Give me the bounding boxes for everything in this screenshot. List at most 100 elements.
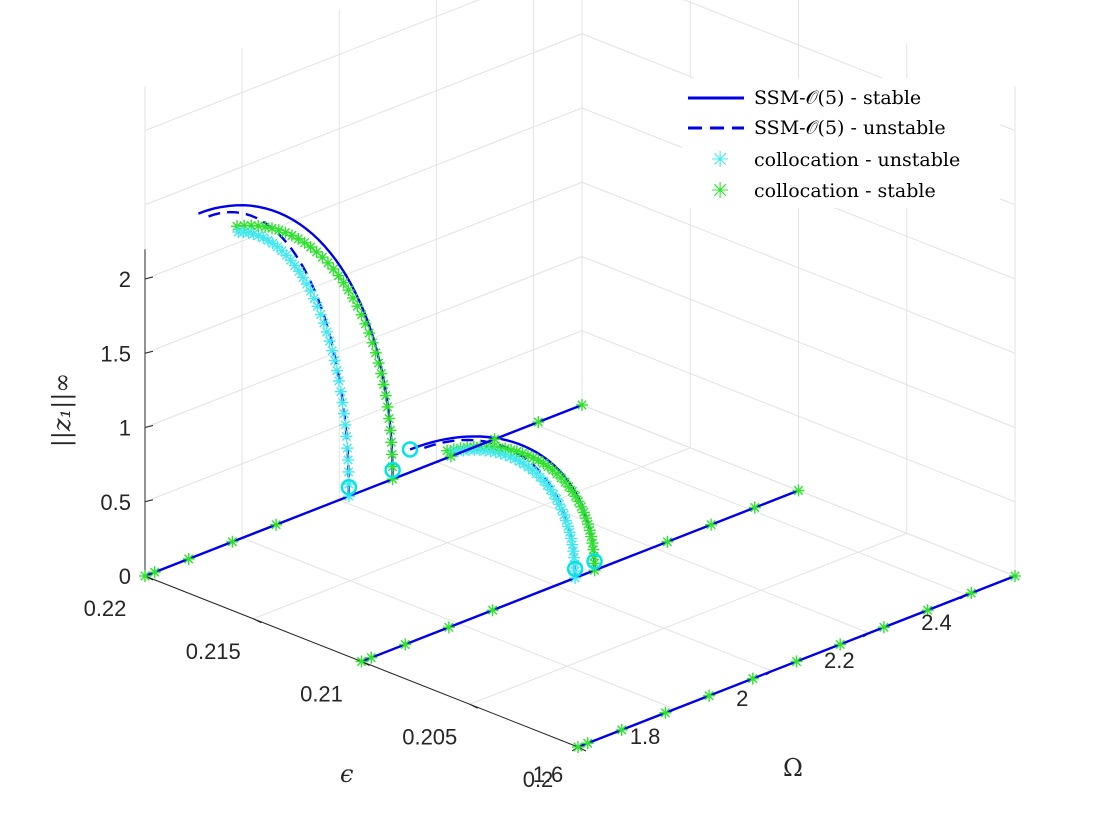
star-marker-stroke bbox=[567, 486, 577, 496]
collocation-baseline-marker bbox=[532, 416, 545, 429]
collocation-stable-marker bbox=[351, 300, 364, 313]
star-marker-stroke bbox=[543, 461, 553, 472]
collocation-stable-marker bbox=[298, 236, 311, 249]
legend-entry-collocation-unstable: ✳ collocation - unstable bbox=[711, 148, 960, 173]
collocation-baseline-marker bbox=[746, 672, 759, 685]
collocation-stable-marker bbox=[383, 412, 396, 425]
star-marker-stroke bbox=[348, 293, 358, 303]
star-marker-stroke bbox=[373, 358, 384, 368]
star-marker-stroke bbox=[387, 449, 397, 460]
collocation-baseline-marker bbox=[921, 604, 934, 617]
collocation-unstable-marker bbox=[271, 240, 284, 253]
star-marker-stroke bbox=[294, 266, 304, 276]
star-marker-stroke bbox=[263, 235, 273, 245]
star-marker-stroke bbox=[793, 485, 804, 496]
z-tick bbox=[144, 499, 154, 503]
star-marker-stroke bbox=[356, 656, 367, 667]
star-marker-stroke bbox=[150, 567, 160, 577]
star-marker-stroke bbox=[706, 520, 716, 530]
grid-line bbox=[144, 256, 583, 428]
star-marker-stroke bbox=[285, 255, 296, 265]
star-marker-stroke bbox=[364, 328, 374, 338]
star-marker-stroke bbox=[309, 293, 319, 304]
legend-label: collocation - unstable bbox=[754, 149, 960, 171]
collocation-unstable-marker bbox=[340, 430, 353, 443]
star-marker-stroke bbox=[400, 639, 410, 650]
star-marker-stroke bbox=[367, 338, 378, 348]
grid-line bbox=[469, 532, 907, 705]
star-marker-stroke bbox=[554, 499, 564, 509]
star-marker-stroke bbox=[366, 653, 376, 663]
z-tick-label: 1.5 bbox=[100, 341, 131, 366]
collocation-unstable-marker bbox=[342, 465, 355, 478]
x-tick-label: 2.2 bbox=[824, 648, 855, 673]
collocation-unstable-marker bbox=[266, 237, 279, 250]
collocation-baseline-marker bbox=[399, 638, 412, 651]
collocation-baseline-marker bbox=[790, 655, 803, 668]
bifurcation-point-marker bbox=[566, 560, 584, 578]
star-marker-stroke bbox=[922, 605, 933, 615]
star-marker-stroke bbox=[248, 229, 259, 239]
grid-line bbox=[581, 256, 1016, 428]
collocation-stable-marker bbox=[377, 378, 390, 391]
star-marker-stroke bbox=[561, 515, 571, 526]
collocation-stable-marker bbox=[363, 327, 376, 340]
star-marker-stroke bbox=[570, 491, 581, 501]
ssm-unstable-branch bbox=[419, 438, 577, 578]
collocation-baseline-marker bbox=[1009, 570, 1021, 582]
bifurcation-point-marker bbox=[586, 553, 603, 570]
collocation-unstable-marker bbox=[330, 364, 343, 377]
collocation-stable-marker bbox=[230, 220, 243, 233]
star-marker-stroke bbox=[528, 453, 538, 463]
star-marker-stroke bbox=[446, 451, 456, 461]
collocation-unstable-marker bbox=[311, 300, 324, 313]
star-marker-stroke bbox=[305, 286, 316, 296]
grid-line bbox=[581, 181, 1016, 354]
collocation-baseline-marker bbox=[270, 518, 283, 531]
y-tick bbox=[469, 703, 478, 709]
collocation-stable-marker bbox=[381, 400, 394, 413]
star-marker-stroke bbox=[583, 738, 593, 748]
star-marker-stroke bbox=[523, 462, 534, 472]
legend-label: collocation - stable bbox=[754, 180, 936, 202]
star-marker-stroke bbox=[316, 309, 326, 320]
star-marker-stroke bbox=[583, 519, 593, 529]
star-marker-stroke bbox=[333, 270, 344, 281]
z-tick bbox=[144, 276, 154, 280]
star-marker-stroke bbox=[485, 446, 496, 456]
y-tick-label: 0.205 bbox=[402, 724, 457, 749]
star-marker-stroke bbox=[232, 221, 242, 231]
collocation-baseline-marker bbox=[705, 518, 718, 531]
star-marker-stroke bbox=[299, 238, 310, 248]
z-tick bbox=[144, 350, 154, 354]
legend-label: SSM-𝒪(5) - unstable bbox=[754, 117, 946, 139]
collocation-stable-marker bbox=[385, 436, 398, 449]
collocation-baseline-marker bbox=[148, 566, 161, 579]
star-marker-stroke bbox=[336, 386, 346, 397]
star-marker-stroke bbox=[577, 400, 587, 410]
collocation-unstable-marker bbox=[304, 285, 317, 298]
star-marker-stroke bbox=[293, 234, 303, 244]
y-tick bbox=[253, 618, 262, 624]
star-marker-stroke bbox=[545, 485, 556, 495]
collocation-unstable-marker bbox=[563, 526, 576, 539]
star-marker-stroke bbox=[376, 368, 386, 379]
star-marker-stroke bbox=[791, 656, 802, 667]
collocation-stable-marker bbox=[347, 291, 360, 304]
y-tick-label: 0.22 bbox=[84, 596, 127, 621]
collocation-unstable-marker bbox=[320, 325, 333, 338]
grid-line bbox=[144, 330, 583, 503]
y-axis-label: ϵ bbox=[340, 760, 353, 788]
collocation-unstable-marker bbox=[334, 385, 347, 398]
collocation-baseline-marker bbox=[444, 450, 457, 463]
star-marker-stroke bbox=[341, 431, 352, 442]
collocation-unstable-marker bbox=[317, 317, 330, 330]
star-marker-stroke bbox=[548, 489, 559, 500]
star-marker-stroke bbox=[505, 452, 516, 462]
z-tick-label: 0 bbox=[119, 564, 131, 589]
star-marker-stroke bbox=[538, 458, 549, 469]
x-tick-label: 1.6 bbox=[533, 762, 564, 787]
collocation-stable-marker bbox=[369, 346, 382, 359]
star-marker-stroke bbox=[533, 417, 543, 427]
collocation-stable-marker bbox=[355, 308, 368, 321]
